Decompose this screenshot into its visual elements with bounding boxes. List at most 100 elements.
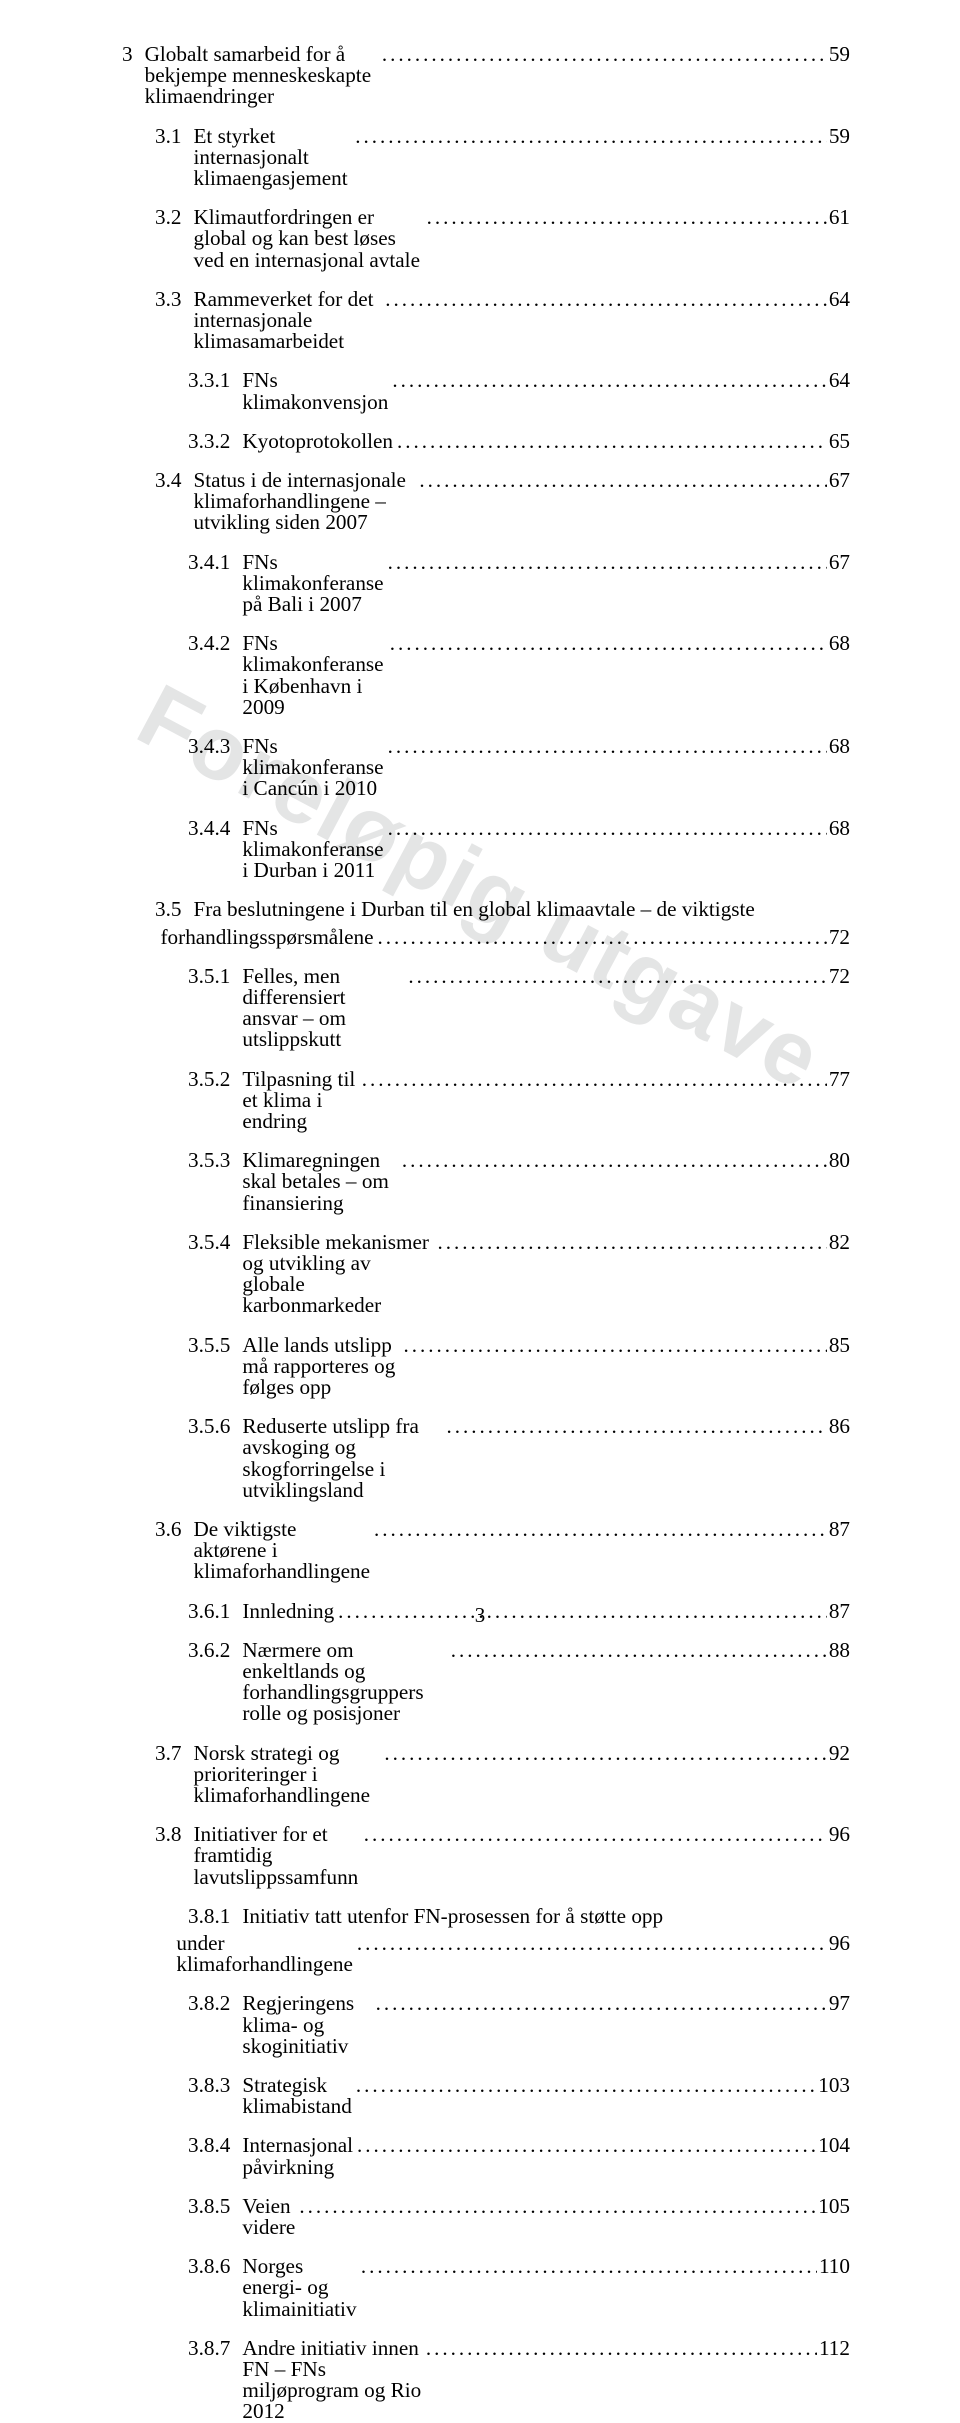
toc-page: 80 [827, 1150, 850, 1171]
toc-leader [393, 431, 827, 452]
toc-leader [372, 1993, 827, 2014]
toc-page: 104 [816, 2135, 850, 2156]
toc-entry: 3.4.4FNs klimakonferanse i Durban i 2011… [122, 818, 850, 882]
toc-page: 59 [827, 44, 850, 65]
toc-entry: 3.6.2Nærmere om enkeltlands og forhandli… [122, 1640, 850, 1725]
toc-leader [352, 2075, 816, 2096]
toc-label-wrap: Tilpasning til et klima i endring 77 [242, 1069, 850, 1133]
toc-label-wrap: FNs klimakonferanse i Durban i 2011 68 [242, 818, 850, 882]
toc-label-wrap: Globalt samarbeid for å bekjempe mennesk… [145, 44, 850, 108]
toc-leader [423, 207, 827, 228]
toc-leader [353, 2135, 816, 2156]
toc-page: 77 [827, 1069, 850, 1090]
toc-page: 112 [817, 2338, 850, 2359]
toc-number: 3.4.3 [188, 736, 242, 757]
toc-entry: 3.5.6Reduserte utslipp fra avskoging og … [122, 1416, 850, 1501]
toc-page: 85 [827, 1335, 850, 1356]
toc-entry: 3.6De viktigste aktørene i klimaforhandl… [122, 1519, 850, 1583]
toc-number: 3.8 [155, 1824, 193, 1845]
toc-page: 87 [827, 1519, 850, 1540]
toc-entry: 3.3Rammeverket for det internasjonale kl… [122, 289, 850, 353]
toc-label: FNs klimakonvensjon [242, 370, 388, 412]
toc-label-wrap: Nærmere om enkeltlands og forhandlingsgr… [242, 1640, 850, 1725]
toc-number: 3.5.4 [188, 1232, 242, 1253]
toc-page: 68 [827, 818, 850, 839]
toc-leader [386, 633, 827, 654]
toc-number: 3.4.1 [188, 552, 242, 573]
toc-label: Fra beslutningene i Durban til en global… [193, 899, 850, 920]
toc-leader [415, 470, 827, 491]
toc-number: 3.8.5 [188, 2196, 242, 2217]
toc-label-wrap: Initiativer for et framtidig lavutslipps… [193, 1824, 850, 1888]
toc-entry: 3.1Et styrket internasjonalt klimaengasj… [122, 126, 850, 190]
toc-entry: 3.8.5Veien videre105 [122, 2196, 850, 2238]
toc-number: 3.8.7 [188, 2338, 242, 2359]
toc-entry: 3.8.7Andre initiativ innen FN – FNs milj… [122, 2338, 850, 2423]
toc-number: 3.1 [155, 126, 193, 147]
toc-label: Fleksible mekanismer og utvikling av glo… [242, 1232, 433, 1317]
toc-number: 3.5.3 [188, 1150, 242, 1171]
toc-number: 3 [122, 44, 145, 65]
toc-label-wrap: Reduserte utslipp fra avskoging og skogf… [242, 1416, 850, 1501]
toc-label-wrap: Andre initiativ innen FN – FNs miljøprog… [242, 2338, 850, 2423]
toc-leader [353, 1933, 827, 1954]
toc-label-wrap: FNs klimakonferanse i Cancún i 2010 68 [242, 736, 850, 800]
toc-leader [384, 736, 827, 757]
toc-label-wrap: FNs klimakonferanse i København i 200968 [242, 633, 850, 718]
toc-page: 72 [827, 966, 850, 987]
toc-label-wrap: Strategisk klimabistand103 [242, 2075, 850, 2117]
toc-label-wrap: Rammeverket for det internasjonale klima… [193, 289, 850, 353]
toc-entry: 3.8.6Norges energi- og klimainitiativ110 [122, 2256, 850, 2320]
toc-label: Innledning [242, 1601, 334, 1622]
toc-leader [295, 2196, 816, 2217]
toc-label-wrap: Innledning 87 [242, 1601, 850, 1622]
toc-page: 68 [827, 736, 850, 757]
toc-label-wrap: Norges energi- og klimainitiativ110 [242, 2256, 850, 2320]
toc-label-wrap: Et styrket internasjonalt klimaengasjeme… [193, 126, 850, 190]
toc-label: FNs klimakonferanse på Bali i 2007 [242, 552, 383, 616]
toc-page: 67 [827, 552, 850, 573]
toc-number: 3.6.2 [188, 1640, 242, 1661]
toc-number: 3.4 [155, 470, 193, 491]
toc-entry: 3.4.2FNs klimakonferanse i København i 2… [122, 633, 850, 718]
toc-label: forhandlingsspørsmålene [160, 927, 373, 948]
toc-leader [357, 2256, 817, 2277]
toc-leader [334, 1601, 827, 1622]
toc-leader [384, 552, 827, 573]
toc-leader [360, 1824, 827, 1845]
toc-label: De viktigste aktørene i klimaforhandling… [193, 1519, 370, 1583]
toc-number: 3.8.1 [188, 1906, 242, 1927]
toc-label: FNs klimakonferanse i Cancún i 2010 [242, 736, 383, 800]
toc-leader [384, 818, 827, 839]
toc-label: Klimautfordringen er global og kan best … [193, 207, 422, 271]
toc-entry: 3.6.1Innledning87 [122, 1601, 850, 1622]
toc-label: FNs klimakonferanse i Durban i 2011 [242, 818, 383, 882]
toc-entry: 3.3.1FNs klimakonvensjon64 [122, 370, 850, 412]
toc-entry: 3.5.1Felles, men differensiert ansvar – … [122, 966, 850, 1051]
toc-label: Tilpasning til et klima i endring [242, 1069, 357, 1133]
toc-label: Felles, men differensiert ansvar – om ut… [242, 966, 404, 1051]
toc-leader [374, 927, 827, 948]
toc-number: 3.8.3 [188, 2075, 242, 2096]
toc-label: Klimaregningen skal betales – om finansi… [242, 1150, 397, 1214]
toc-number: 3.3.2 [188, 431, 242, 452]
toc-entry: 3.8.2Regjeringens klima- og skoginitiati… [122, 1993, 850, 2057]
toc-label: Initiativer for et framtidig lavutslipps… [193, 1824, 359, 1888]
toc-label-wrap: FNs klimakonvensjon64 [242, 370, 850, 412]
toc-leader [370, 1519, 827, 1540]
toc-number: 3.5.6 [188, 1416, 242, 1437]
toc-label-wrap: FNs klimakonferanse på Bali i 2007 67 [242, 552, 850, 616]
toc-page: 82 [827, 1232, 850, 1253]
document-page: Foreløpig utgave 3Globalt samarbeid for … [0, 0, 960, 1676]
toc-page: 87 [827, 1601, 850, 1622]
toc-number: 3.8.6 [188, 2256, 242, 2277]
toc-label-wrap: De viktigste aktørene i klimaforhandling… [193, 1519, 850, 1583]
toc-label: Status i de internasjonale klimaforhandl… [193, 470, 415, 534]
toc-leader [388, 370, 827, 391]
toc-label: Nærmere om enkeltlands og forhandlingsgr… [242, 1640, 446, 1725]
toc-number: 3.3.1 [188, 370, 242, 391]
toc-label: Norsk strategi og prioriteringer i klima… [193, 1743, 380, 1807]
toc-number: 3.5.2 [188, 1069, 242, 1090]
toc-number: 3.2 [155, 207, 193, 228]
toc-label-wrap: Felles, men differensiert ansvar – om ut… [242, 966, 850, 1051]
